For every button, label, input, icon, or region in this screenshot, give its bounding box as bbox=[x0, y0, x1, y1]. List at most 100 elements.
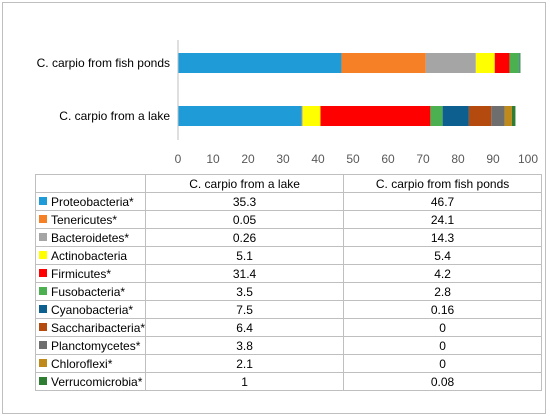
x-tick-label: 70 bbox=[416, 152, 430, 166]
column-header-ponds: C. carpio from fish ponds bbox=[343, 174, 543, 193]
table-header-row: C. carpio from a lake C. carpio from fis… bbox=[34, 174, 543, 193]
series-label-cell: Cyanobacteria* bbox=[34, 300, 147, 319]
legend-swatch bbox=[39, 197, 47, 206]
legend-swatch bbox=[39, 359, 47, 368]
column-header-lake: C. carpio from a lake bbox=[145, 174, 345, 193]
x-tick-label: 50 bbox=[346, 152, 360, 166]
bar-segment-cyanobacteria bbox=[442, 106, 469, 126]
value-lake: 35.3 bbox=[145, 192, 345, 211]
series-name: Fusobacteria* bbox=[51, 284, 126, 299]
stacked-bar-chart: C. carpio from fish ponds C. carpio from … bbox=[37, 40, 539, 166]
table-row: Proteobacteria* 35.3 46.7 bbox=[34, 192, 543, 211]
table-row: Cyanobacteria* 7.5 0.16 bbox=[34, 300, 543, 319]
figure-frame bbox=[2, 2, 546, 414]
x-tick-label: 80 bbox=[451, 152, 465, 166]
value-ponds: 0 bbox=[343, 354, 543, 373]
table-row: Bacteroidetes* 0.26 14.3 bbox=[34, 228, 543, 247]
table-row: Firmicutes* 31.4 4.2 bbox=[34, 264, 543, 283]
x-tick-label: 0 bbox=[175, 152, 182, 166]
series-label-cell: Chloroflexi* bbox=[34, 354, 147, 373]
series-label-cell: Verrucomicrobia* bbox=[34, 372, 147, 391]
table-body: Proteobacteria* 35.3 46.7 Tenericutes* 0.05 2… bbox=[34, 192, 543, 391]
table-row: Chloroflexi* 2.1 0 bbox=[34, 354, 543, 373]
category-label: C. carpio from a lake bbox=[59, 109, 170, 123]
table-row: Saccharibacteria* 6.4 0 bbox=[34, 318, 543, 337]
value-lake: 2.1 bbox=[145, 354, 345, 373]
bar-segment-firmicutes bbox=[320, 106, 431, 126]
x-tick-label: 30 bbox=[276, 152, 290, 166]
table-row: Verrucomicrobia* 1 0.08 bbox=[34, 372, 543, 391]
bar-segment-cyanobacteria bbox=[519, 53, 520, 73]
legend-swatch bbox=[39, 269, 47, 278]
legend-swatch bbox=[39, 377, 47, 386]
series-label-cell: Saccharibacteria* bbox=[34, 318, 147, 337]
value-ponds: 0.16 bbox=[343, 300, 543, 319]
value-ponds: 24.1 bbox=[343, 210, 543, 229]
value-ponds: 0.08 bbox=[343, 372, 543, 391]
legend-swatch bbox=[39, 251, 47, 260]
legend-swatch bbox=[39, 287, 47, 296]
value-lake: 7.5 bbox=[145, 300, 345, 319]
legend-swatch bbox=[39, 233, 47, 242]
series-name: Cyanobacteria* bbox=[51, 302, 134, 317]
bar-segment-firmicutes bbox=[494, 53, 510, 73]
value-ponds: 5.4 bbox=[343, 246, 543, 265]
bar-segment-saccharibacteria bbox=[468, 106, 492, 126]
legend-swatch bbox=[39, 341, 47, 350]
bar-segment-chloroflexi bbox=[504, 106, 512, 126]
bar-segment-fusobacteria bbox=[509, 53, 520, 73]
legend-swatch bbox=[39, 215, 47, 224]
table-row: Planctomycetes* 3.8 0 bbox=[34, 336, 543, 355]
value-ponds: 0 bbox=[343, 318, 543, 337]
x-axis-ticks: 0 10 20 30 40 50 60 70 80 90 100 bbox=[175, 152, 539, 166]
series-label-cell: Tenericutes* bbox=[34, 210, 147, 229]
data-table: C. carpio from a lake C. carpio from fis… bbox=[34, 174, 543, 391]
bar-segment-tenericutes bbox=[341, 53, 426, 73]
x-tick-label: 100 bbox=[518, 152, 538, 166]
value-lake: 1 bbox=[145, 372, 345, 391]
series-label-cell: Bacteroidetes* bbox=[34, 228, 147, 247]
bar-segment-verrucomicrobia bbox=[519, 53, 521, 73]
series-name: Saccharibacteria* bbox=[51, 320, 146, 335]
legend-swatch bbox=[39, 305, 47, 314]
bar-segment-planctomycetes bbox=[491, 106, 505, 126]
series-name: Chloroflexi* bbox=[51, 356, 113, 371]
series-label-cell: Fusobacteria* bbox=[34, 282, 147, 301]
series-name: Planctomycetes* bbox=[51, 338, 141, 353]
table-row: Fusobacteria* 3.5 2.8 bbox=[34, 282, 543, 301]
series-name: Actinobacteria bbox=[51, 248, 128, 263]
value-lake: 31.4 bbox=[145, 264, 345, 283]
bar-segment-fusobacteria bbox=[430, 106, 443, 126]
value-lake: 0.05 bbox=[145, 210, 345, 229]
series-label-cell: Planctomycetes* bbox=[34, 336, 147, 355]
value-lake: 3.8 bbox=[145, 336, 345, 355]
value-lake: 0.26 bbox=[145, 228, 345, 247]
value-lake: 6.4 bbox=[145, 318, 345, 337]
series-name: Tenericutes* bbox=[51, 212, 118, 227]
bar-segment-bacteroidetes bbox=[301, 106, 303, 126]
series-label-cell: Firmicutes* bbox=[34, 264, 147, 283]
table-row: Tenericutes* 0.05 24.1 bbox=[34, 210, 543, 229]
bar-segment-verrucomicrobia bbox=[511, 106, 516, 126]
series-name: Verrucomicrobia* bbox=[51, 374, 143, 389]
bar-segment-proteobacteria bbox=[178, 53, 342, 73]
value-ponds: 14.3 bbox=[343, 228, 543, 247]
series-name: Firmicutes* bbox=[51, 266, 112, 281]
x-tick-label: 90 bbox=[486, 152, 500, 166]
value-lake: 5.1 bbox=[145, 246, 345, 265]
table-corner bbox=[34, 174, 147, 193]
value-ponds: 46.7 bbox=[343, 192, 543, 211]
bar-segment-bacteroidetes bbox=[425, 53, 476, 73]
series-name: Bacteroidetes* bbox=[51, 230, 130, 245]
bar-segment-actinobacteria bbox=[475, 53, 495, 73]
x-tick-label: 10 bbox=[206, 152, 220, 166]
category-label: C. carpio from fish ponds bbox=[37, 56, 170, 70]
value-ponds: 4.2 bbox=[343, 264, 543, 283]
x-tick-label: 20 bbox=[241, 152, 255, 166]
x-tick-label: 60 bbox=[381, 152, 395, 166]
table-row: Actinobacteria 5.1 5.4 bbox=[34, 246, 543, 265]
value-lake: 3.5 bbox=[145, 282, 345, 301]
legend-swatch bbox=[39, 323, 47, 332]
series-label-cell: Proteobacteria* bbox=[34, 192, 147, 211]
series-label-cell: Actinobacteria bbox=[34, 246, 147, 265]
